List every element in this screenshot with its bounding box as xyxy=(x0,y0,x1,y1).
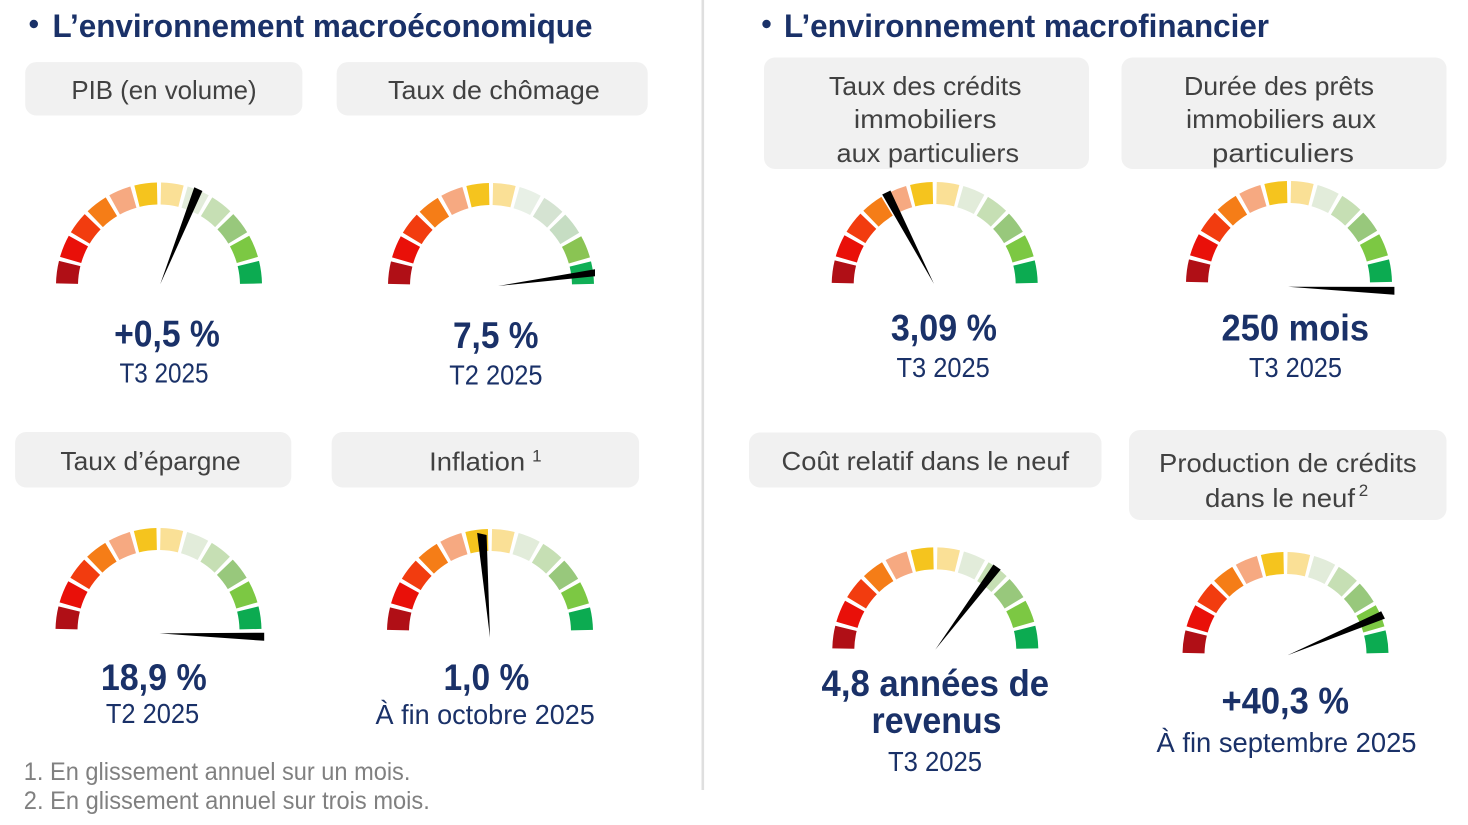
svg-text:dans le neuf: dans le neuf xyxy=(1205,483,1356,513)
svg-text:Taux de chômage: Taux de chômage xyxy=(388,75,600,105)
svg-text:T2 2025: T2 2025 xyxy=(449,360,542,391)
svg-text:+0,5 %: +0,5 % xyxy=(114,314,220,355)
svg-text:Taux des crédits: Taux des crédits xyxy=(829,71,1022,101)
svg-text:+40,3 %: +40,3 % xyxy=(1222,681,1350,722)
svg-text:T3 2025: T3 2025 xyxy=(1249,352,1342,383)
svg-text:3,09 %: 3,09 % xyxy=(891,308,997,349)
svg-text:Durée des prêts: Durée des prêts xyxy=(1184,71,1374,101)
svg-text:revenus: revenus xyxy=(872,700,1002,741)
svg-text:4,8 années de: 4,8 années de xyxy=(822,663,1050,704)
svg-text:Inflation: Inflation xyxy=(429,447,525,477)
svg-text:L’environnement macrofinancier: L’environnement macrofinancier xyxy=(784,8,1269,44)
svg-text:2: 2 xyxy=(1359,481,1368,500)
svg-text:7,5 %: 7,5 % xyxy=(453,315,539,356)
svg-text:1,0 %: 1,0 % xyxy=(444,657,530,698)
svg-text:18,9 %: 18,9 % xyxy=(101,657,207,698)
svg-text:1. En glissement annuel sur un: 1. En glissement annuel sur un mois. xyxy=(24,758,411,786)
svg-text:À fin octobre 2025: À fin octobre 2025 xyxy=(376,699,595,730)
svg-text:250 mois: 250 mois xyxy=(1222,308,1370,349)
svg-text:immobiliers: immobiliers xyxy=(854,104,997,134)
svg-text:T3 2025: T3 2025 xyxy=(119,358,208,389)
svg-text:L’environnement macroéconomiqu: L’environnement macroéconomique xyxy=(53,8,593,44)
svg-text:Taux d’épargne: Taux d’épargne xyxy=(60,446,240,476)
svg-text:1: 1 xyxy=(532,447,541,466)
svg-text:aux particuliers: aux particuliers xyxy=(837,138,1020,168)
svg-text:immobiliers aux: immobiliers aux xyxy=(1186,104,1376,134)
svg-text:À fin septembre 2025: À fin septembre 2025 xyxy=(1157,727,1417,758)
svg-text:PIB (en volume): PIB (en volume) xyxy=(71,75,256,105)
svg-text:particuliers: particuliers xyxy=(1212,138,1354,168)
svg-text:Production de crédits: Production de crédits xyxy=(1159,448,1417,478)
svg-text:T2 2025: T2 2025 xyxy=(106,698,199,729)
svg-text:T3 2025: T3 2025 xyxy=(888,746,982,777)
svg-text:2. En glissement annuel sur tr: 2. En glissement annuel sur trois mois. xyxy=(24,787,430,815)
svg-text:T3 2025: T3 2025 xyxy=(897,352,990,383)
svg-text:Coût relatif dans le neuf: Coût relatif dans le neuf xyxy=(782,446,1070,476)
